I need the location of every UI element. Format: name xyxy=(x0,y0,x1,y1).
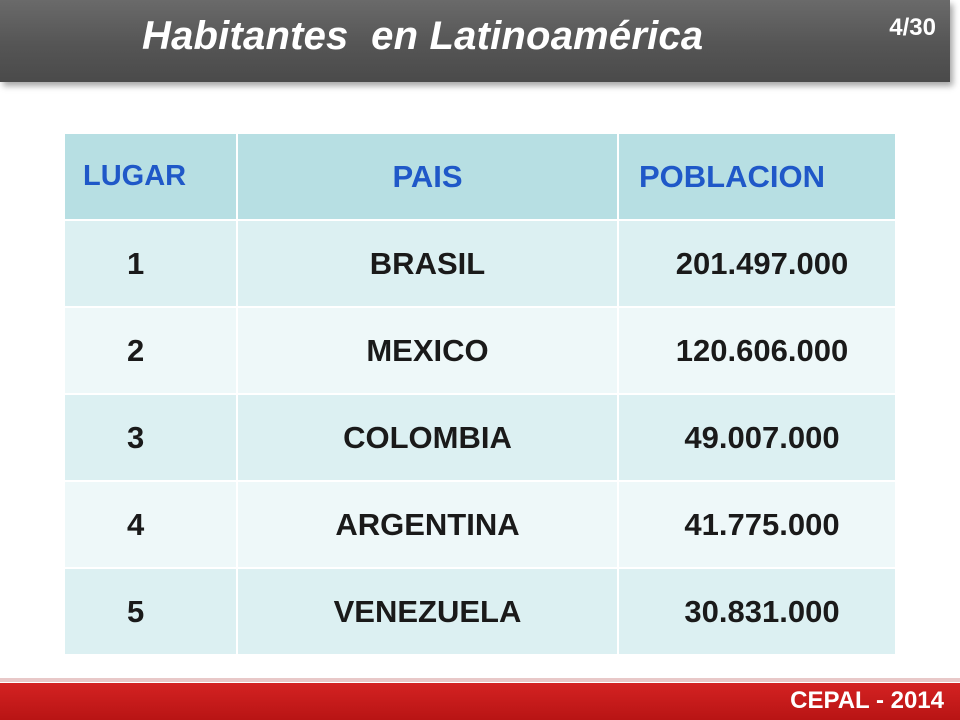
title-bar: Habitantes en Latinoamérica 4/30 xyxy=(0,0,950,82)
cell-pais: COLOMBIA xyxy=(237,394,619,482)
cell-pais: ARGENTINA xyxy=(237,481,619,569)
cell-pais: MEXICO xyxy=(237,307,619,395)
table-header-row: LUGAR PAIS POBLACION xyxy=(65,134,895,221)
cell-poblacion: 49.007.000 xyxy=(618,394,895,482)
table-row: 3 COLOMBIA 49.007.000 xyxy=(65,394,895,482)
table-row: 1 BRASIL 201.497.000 xyxy=(65,220,895,308)
table-row: 5 VENEZUELA 30.831.000 xyxy=(65,568,895,656)
cell-poblacion: 201.497.000 xyxy=(618,220,895,308)
slide-title: Habitantes en Latinoamérica xyxy=(142,14,704,58)
cell-lugar: 2 xyxy=(65,307,238,395)
footer-bar: CEPAL - 2014 xyxy=(0,683,960,720)
column-header-lugar: LUGAR xyxy=(65,134,238,221)
footer-divider xyxy=(0,678,960,682)
table-row: 4 ARGENTINA 41.775.000 xyxy=(65,481,895,569)
column-header-pais: PAIS xyxy=(237,134,619,221)
cell-poblacion: 41.775.000 xyxy=(618,481,895,569)
page-number: 4/30 xyxy=(889,14,936,41)
cell-pais: VENEZUELA xyxy=(237,568,619,656)
cell-lugar: 5 xyxy=(65,568,238,656)
column-header-poblacion: POBLACION xyxy=(618,134,895,221)
cell-lugar: 3 xyxy=(65,394,238,482)
cell-lugar: 1 xyxy=(65,220,238,308)
cell-poblacion: 30.831.000 xyxy=(618,568,895,656)
cell-lugar: 4 xyxy=(65,481,238,569)
table-row: 2 MEXICO 120.606.000 xyxy=(65,307,895,395)
cell-poblacion: 120.606.000 xyxy=(618,307,895,395)
footer-label: CEPAL - 2014 xyxy=(790,687,944,714)
cell-pais: BRASIL xyxy=(237,220,619,308)
population-table: LUGAR PAIS POBLACION 1 BRASIL 201.497.00… xyxy=(65,134,895,656)
